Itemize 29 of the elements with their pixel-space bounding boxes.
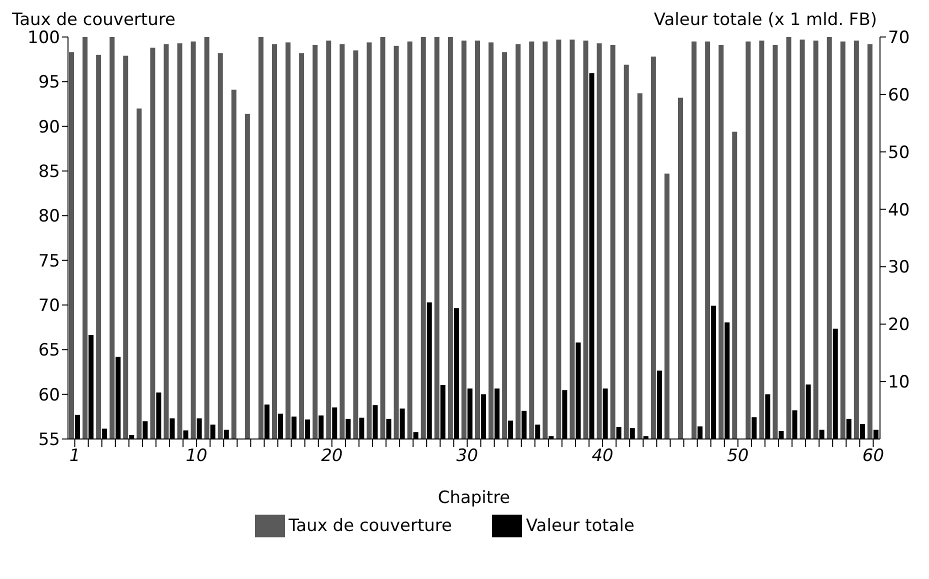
- y2-tick-label: 10: [888, 372, 910, 393]
- y2-tick-label: 60: [888, 85, 910, 106]
- y-tick-label: 90: [38, 117, 60, 138]
- y2-tick-label: 70: [888, 28, 910, 48]
- y-tick-label: 80: [38, 206, 60, 227]
- y-tick-label: 70: [38, 296, 60, 316]
- y2-tick-label: 30: [888, 258, 910, 278]
- x-tick-label: 10: [186, 446, 208, 466]
- y2-tick-label: 50: [888, 142, 910, 163]
- x-tick-label: 40: [592, 446, 614, 466]
- y-tick-label: 75: [38, 251, 60, 272]
- y-tick-label: 100: [28, 28, 60, 48]
- y2-tick-label: 20: [888, 315, 910, 336]
- y-tick-label: 85: [38, 162, 60, 182]
- y-tick-label: 60: [38, 385, 60, 406]
- x-tick-label: 1: [69, 446, 80, 466]
- y-tick-label: 65: [38, 340, 60, 361]
- y2-axis-title: Valeur totale (x 1 mld. FB): [654, 10, 877, 30]
- x-tick-label: 30: [456, 446, 478, 466]
- x-tick-label: 60: [862, 446, 884, 466]
- y2-tick-label: 40: [888, 200, 910, 220]
- x-tick-label: 20: [321, 446, 343, 466]
- y-tick-label: 55: [38, 430, 60, 450]
- x-tick-label: 50: [727, 446, 749, 466]
- y-axis-title: Taux de couverture: [12, 10, 176, 30]
- x-axis-title: Chapitre: [438, 488, 510, 508]
- legend-label: Taux de couverture: [288, 516, 452, 536]
- legend-label: Valeur totale: [526, 516, 634, 536]
- y-tick-label: 95: [38, 72, 60, 93]
